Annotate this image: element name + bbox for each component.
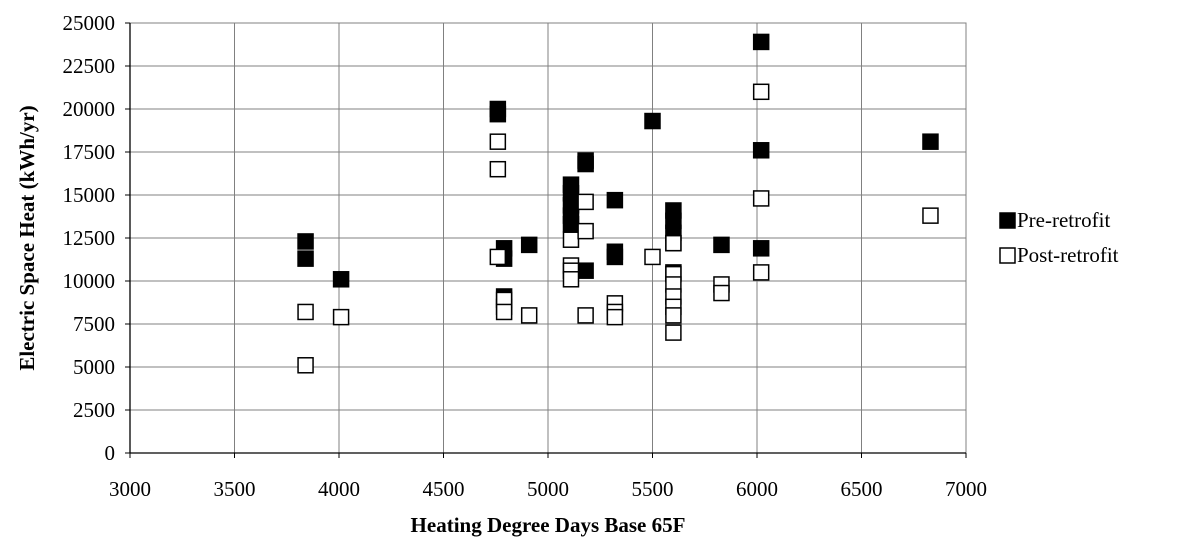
legend-label-pre-retrofit: Pre-retrofit: [1017, 208, 1110, 232]
post-retrofit-point: [606, 308, 624, 326]
y-tick-label: 25000: [63, 11, 116, 35]
x-tick-label: 6500: [841, 477, 883, 501]
y-tick-label: 2500: [73, 398, 115, 422]
pre-retrofit-point: [713, 236, 730, 254]
x-tick-label: 7000: [945, 477, 987, 501]
grid-lines: [130, 23, 966, 453]
y-tick-label: 10000: [63, 269, 116, 293]
post-retrofit-point: [577, 307, 594, 324]
post-retrofit-point: [562, 231, 580, 248]
pre-retrofit-point: [752, 240, 770, 257]
legend-marker-post-retrofit: [999, 247, 1016, 264]
post-retrofit-point: [665, 234, 682, 252]
post-retrofit-point: [489, 248, 507, 266]
post-retrofit-point: [332, 308, 350, 326]
post-retrofit-point: [665, 307, 682, 324]
pre-retrofit-point: [562, 215, 580, 233]
post-retrofit-point: [752, 190, 770, 207]
y-tick-label: 22500: [63, 54, 116, 78]
y-tick-label: 7500: [73, 312, 115, 336]
y-tick-label: 0: [105, 441, 116, 465]
legend-marker-pre-retrofit: [999, 212, 1016, 229]
post-retrofit-point: [922, 207, 939, 224]
x-axis-title: Heating Degree Days Base 65F: [411, 513, 686, 537]
y-tick-label: 12500: [63, 226, 116, 250]
post-retrofit-point: [577, 222, 594, 240]
pre-retrofit-point: [332, 271, 350, 288]
x-tick-label: 4000: [318, 477, 360, 501]
pre-retrofit-point: [297, 250, 314, 267]
x-tick-labels: 3000 3500 4000 4500 5000 5500 6000 6500 7000: [109, 477, 987, 501]
x-tick-label: 5000: [527, 477, 569, 501]
x-tick-label: 4500: [423, 477, 465, 501]
x-tick-label: 5500: [632, 477, 674, 501]
post-retrofit-point: [752, 83, 770, 101]
y-axis-title: Electric Space Heat (kWh/yr): [15, 105, 39, 370]
pre-retrofit-point: [489, 105, 507, 123]
x-tick-label: 3500: [214, 477, 256, 501]
post-retrofit-point: [562, 271, 580, 288]
y-tick-label: 5000: [73, 355, 115, 379]
y-tick-labels: 0 2500 5000 7500 10000 12500 15000 17500 20000 22…: [63, 11, 116, 465]
pre-retrofit-point: [577, 262, 594, 279]
post-retrofit-point: [713, 284, 730, 302]
post-retrofit-point: [489, 133, 507, 150]
pre-retrofit-point: [577, 155, 594, 173]
pre-retrofit-point: [606, 191, 624, 209]
post-retrofit-point: [489, 160, 507, 178]
pre-retrofit-point: [520, 236, 538, 254]
x-tick-label: 3000: [109, 477, 151, 501]
tick-marks: [125, 22, 967, 458]
pre-retrofit-point: [752, 33, 770, 51]
post-retrofit-point: [297, 303, 314, 321]
post-retrofit-point: [520, 307, 538, 324]
pre-retrofit-point: [606, 248, 624, 266]
legend: Pre-retrofit Post-retrofit: [999, 208, 1119, 267]
pre-retrofit-point: [752, 142, 770, 159]
data-points: [297, 33, 939, 374]
x-tick-label: 6000: [736, 477, 778, 501]
legend-label-post-retrofit: Post-retrofit: [1017, 243, 1119, 267]
post-retrofit-point: [495, 303, 513, 321]
pre-retrofit-point: [922, 133, 939, 150]
y-tick-label: 20000: [63, 97, 116, 121]
post-retrofit-point: [644, 248, 661, 266]
y-tick-label: 17500: [63, 140, 116, 164]
post-retrofit-point: [665, 324, 682, 341]
post-retrofit-point: [297, 357, 314, 374]
post-retrofit-point: [752, 264, 770, 281]
pre-retrofit-point: [644, 112, 661, 130]
post-retrofit-point: [577, 193, 594, 211]
pre-retrofit-point: [297, 233, 314, 250]
y-tick-label: 15000: [63, 183, 116, 207]
